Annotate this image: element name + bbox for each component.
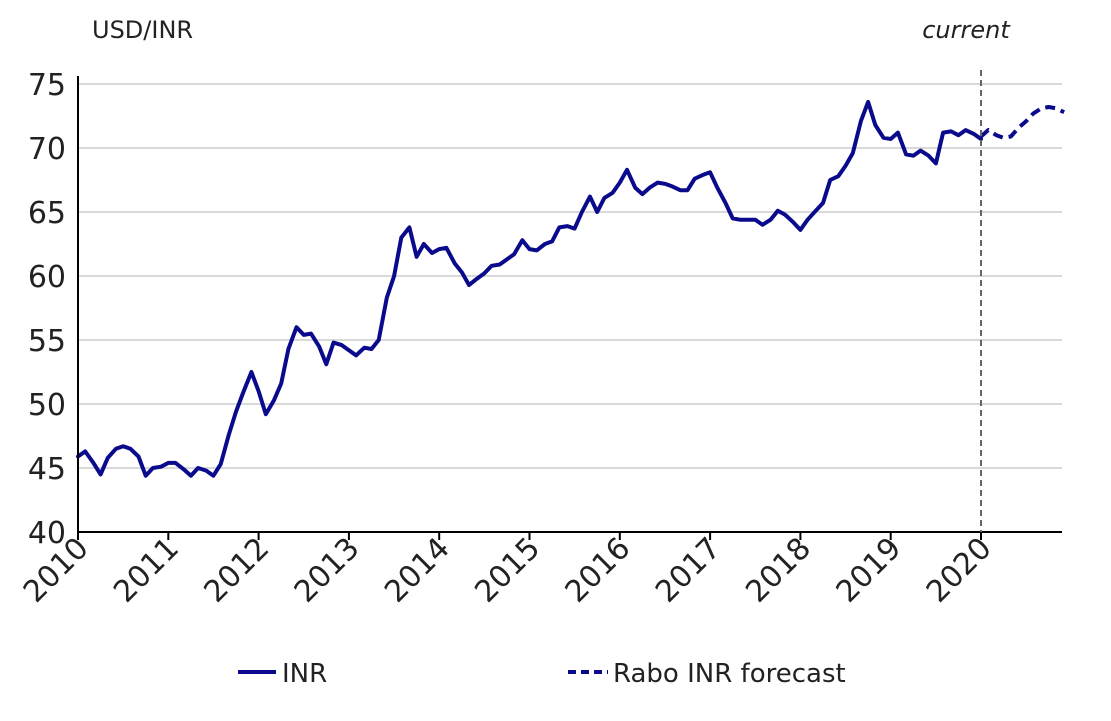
- y-tick-label: 45: [28, 452, 66, 487]
- x-tick-label: 2012: [198, 531, 277, 610]
- x-tick-label: 2017: [649, 531, 728, 610]
- y-tick-label: 50: [28, 388, 66, 423]
- x-tick-label: 2013: [288, 531, 367, 610]
- y-tick-label: 40: [28, 516, 66, 551]
- x-tick-label: 2011: [107, 531, 186, 610]
- grid-layer: [78, 83, 1062, 469]
- x-tick-label: 2020: [920, 531, 999, 610]
- legend-label-forecast: Rabo INR forecast: [613, 659, 846, 689]
- x-tick-label: 2015: [468, 531, 547, 610]
- x-tick-label: 2014: [378, 531, 457, 610]
- y-axis-unit-label: USD/INR: [92, 16, 193, 44]
- legend-label-inr: INR: [282, 659, 327, 689]
- y-tick-label: 55: [28, 324, 66, 359]
- y-tick-label: 75: [28, 68, 66, 103]
- x-tick-label: 2018: [739, 531, 818, 610]
- series-layer: [76, 99, 1065, 478]
- current-annotation-label: current: [922, 16, 1011, 44]
- legend: INR Rabo INR forecast: [238, 659, 846, 689]
- x-tick-label: 2016: [559, 531, 638, 610]
- y-tick-label: 70: [28, 132, 66, 167]
- y-tick-label: 65: [28, 196, 66, 231]
- series-line-forecast: [979, 105, 1065, 140]
- series-line-inr: [76, 99, 983, 478]
- x-tick-label: 2019: [830, 531, 909, 610]
- y-tick-label: 60: [28, 260, 66, 295]
